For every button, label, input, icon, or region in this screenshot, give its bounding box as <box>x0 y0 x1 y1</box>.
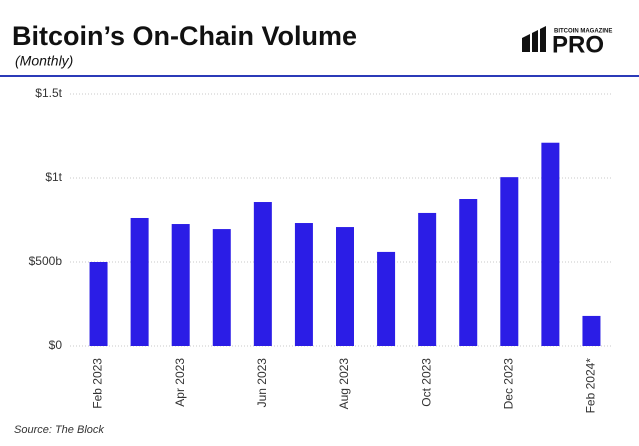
bar <box>253 202 272 346</box>
bar <box>541 142 560 346</box>
bar <box>377 251 396 346</box>
chart-title: Bitcoin’s On-Chain Volume <box>12 21 357 51</box>
chart-subtitle: (Monthly) <box>15 53 73 69</box>
x-tick-label: Aug 2023 <box>337 358 351 410</box>
bar <box>459 199 478 346</box>
logo-icon <box>522 26 546 52</box>
bar <box>212 229 231 346</box>
bar <box>336 227 354 346</box>
y-tick-label: $1.5t <box>35 86 62 100</box>
x-tick-label: Apr 2023 <box>173 358 187 407</box>
bar <box>582 315 601 346</box>
y-tick-label: $1t <box>45 170 62 184</box>
brand-logo: BITCOIN MAGAZINE PRO <box>522 26 612 58</box>
bar <box>500 177 519 346</box>
bar <box>130 217 149 346</box>
y-tick-label: $500b <box>29 254 63 268</box>
brand-main: PRO <box>552 31 604 58</box>
x-tick-label: Jun 2023 <box>255 358 269 408</box>
brand-top: BITCOIN MAGAZINE <box>554 29 612 35</box>
x-tick-label: Oct 2023 <box>419 358 433 407</box>
bar <box>418 212 437 346</box>
bar <box>294 223 313 346</box>
y-tick-label: $0 <box>49 338 63 352</box>
bar <box>89 262 108 346</box>
source: Source: The Block <box>14 424 104 436</box>
bar <box>171 224 190 346</box>
x-tick-label: Feb 2023 <box>91 358 105 409</box>
x-tick-label: Feb 2024* <box>584 358 598 414</box>
x-tick-label: Dec 2023 <box>501 358 515 410</box>
